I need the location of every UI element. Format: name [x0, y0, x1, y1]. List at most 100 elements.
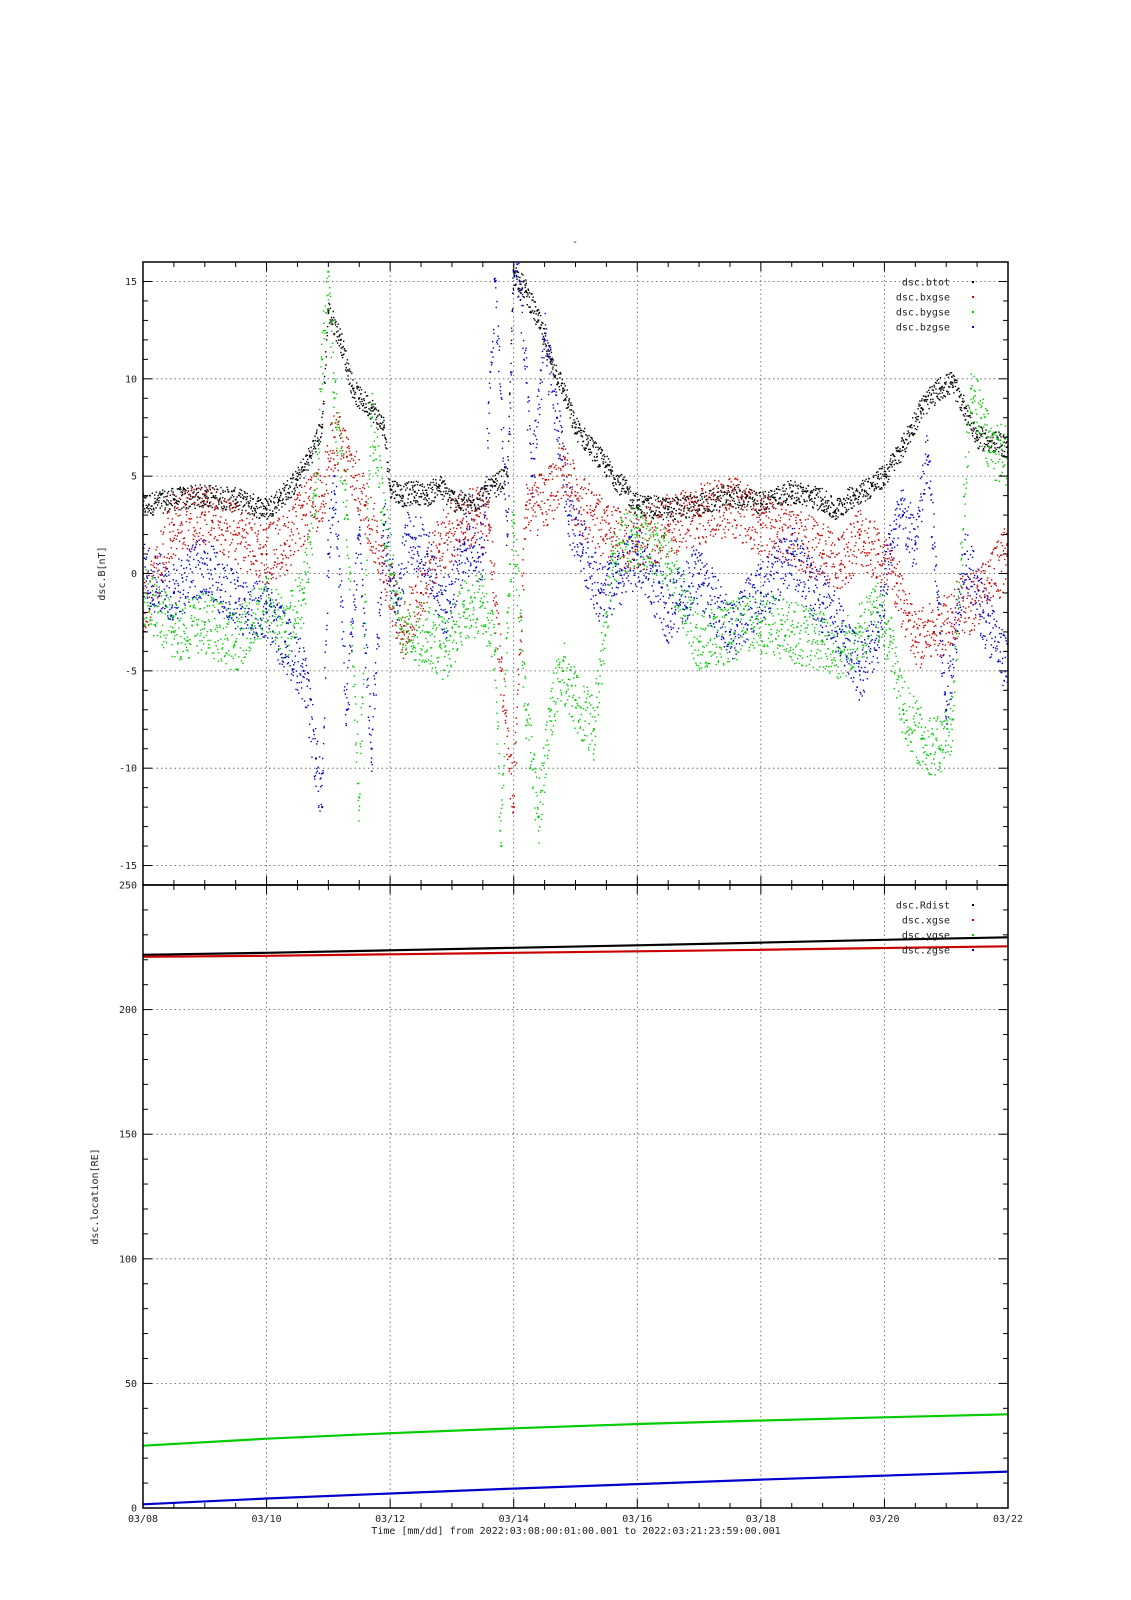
scatter-dot — [258, 506, 261, 509]
scatter-dot — [844, 566, 846, 568]
scatter-dot — [431, 491, 433, 493]
scatter-dot — [805, 528, 808, 531]
scatter-dot — [737, 511, 739, 513]
scatter-dot — [824, 496, 826, 498]
scatter-dot — [882, 484, 885, 487]
scatter-dot — [439, 533, 442, 535]
scatter-dot — [268, 524, 271, 526]
scatter-dot — [279, 491, 282, 493]
scatter-dot — [783, 494, 785, 496]
scatter-dot — [660, 514, 662, 516]
scatter-dot — [457, 547, 459, 550]
scatter-dot — [680, 509, 682, 511]
scatter-dot — [474, 541, 477, 543]
scatter-dot — [403, 624, 406, 627]
scatter-dot — [346, 359, 349, 361]
scatter-dot — [877, 532, 879, 534]
scatter-dot — [415, 501, 417, 504]
scatter-dot — [690, 510, 693, 512]
scatter-dot — [723, 528, 725, 531]
scatter-dot — [860, 486, 862, 488]
scatter-dot — [369, 418, 372, 420]
scatter-dot — [909, 441, 912, 443]
scatter-dot — [715, 509, 718, 511]
scatter-dot — [605, 476, 607, 478]
scatter-dot — [302, 544, 305, 546]
scatter-dot — [977, 438, 980, 441]
scatter-dot — [346, 436, 348, 439]
scatter-dot — [565, 491, 567, 493]
scatter-dot — [588, 434, 590, 437]
scatter-dot — [483, 489, 485, 491]
scatter-dot — [336, 454, 339, 457]
scatter-dot — [160, 494, 162, 496]
scatter-dot — [786, 513, 788, 515]
data-point — [840, 562, 843, 565]
scatter-dot — [693, 495, 695, 497]
scatter-dot — [164, 507, 167, 509]
scatter-dot — [440, 476, 443, 479]
scatter-dot — [273, 564, 276, 566]
scatter-dot — [682, 497, 684, 500]
scatter-dot — [585, 447, 587, 450]
scatter-dot — [211, 519, 214, 522]
scatter-dot — [714, 505, 716, 508]
scatter-dot — [218, 503, 220, 505]
scatter-dot — [919, 410, 922, 413]
scatter-dot — [745, 496, 747, 499]
scatter-dot — [650, 510, 653, 512]
scatter-dot — [655, 495, 658, 498]
scatter-dot — [454, 511, 457, 513]
scatter-dot — [609, 531, 612, 534]
scatter-dot — [274, 527, 277, 530]
scatter-dot — [953, 380, 956, 382]
scatter-dot — [266, 518, 269, 520]
scatter-dot — [650, 520, 652, 523]
scatter-dot — [623, 490, 626, 493]
scatter-dot — [227, 491, 229, 493]
scatter-dot — [201, 512, 203, 514]
scatter-dot — [429, 562, 432, 564]
scatter-dot — [934, 381, 937, 384]
scatter-dot — [834, 512, 836, 514]
scatter-dot — [442, 498, 444, 500]
scatter-dot — [783, 484, 786, 486]
scatter-dot — [356, 474, 358, 476]
scatter-dot — [838, 504, 840, 506]
scatter-dot — [872, 476, 875, 478]
scatter-dot — [696, 528, 698, 530]
scatter-dot — [889, 460, 891, 462]
scatter-dot — [931, 386, 933, 388]
scatter-dot — [881, 467, 883, 470]
scatter-dot — [498, 623, 500, 625]
scatter-dot — [542, 491, 544, 494]
scatter-dot — [152, 514, 155, 516]
scatter-dot — [753, 505, 755, 507]
scatter-dot — [486, 485, 489, 487]
scatter-dot — [418, 504, 421, 506]
scatter-dot — [451, 491, 453, 493]
scatter-dot — [697, 536, 700, 539]
scatter-dot — [540, 508, 542, 511]
scatter-dot — [212, 503, 214, 505]
scatter-dot — [866, 532, 869, 534]
scatter-dot — [718, 480, 720, 482]
scatter-dot — [694, 500, 697, 502]
scatter-dot — [244, 536, 246, 539]
scatter-dot — [418, 489, 420, 492]
scatter-dot — [606, 514, 609, 517]
scatter-dot — [548, 345, 550, 347]
scatter-dot — [308, 495, 310, 498]
scatter-dot — [745, 535, 747, 537]
scatter-dot — [518, 683, 520, 686]
scatter-dot — [521, 287, 523, 289]
scatter-dot — [570, 474, 572, 476]
scatter-dot — [451, 498, 453, 501]
scatter-dot — [696, 496, 699, 498]
scatter-dot — [536, 534, 539, 537]
scatter-dot — [189, 512, 192, 515]
scatter-dot — [326, 334, 328, 337]
scatter-dot — [747, 494, 749, 497]
scatter-dot — [731, 525, 734, 527]
scatter-dot — [729, 502, 732, 505]
